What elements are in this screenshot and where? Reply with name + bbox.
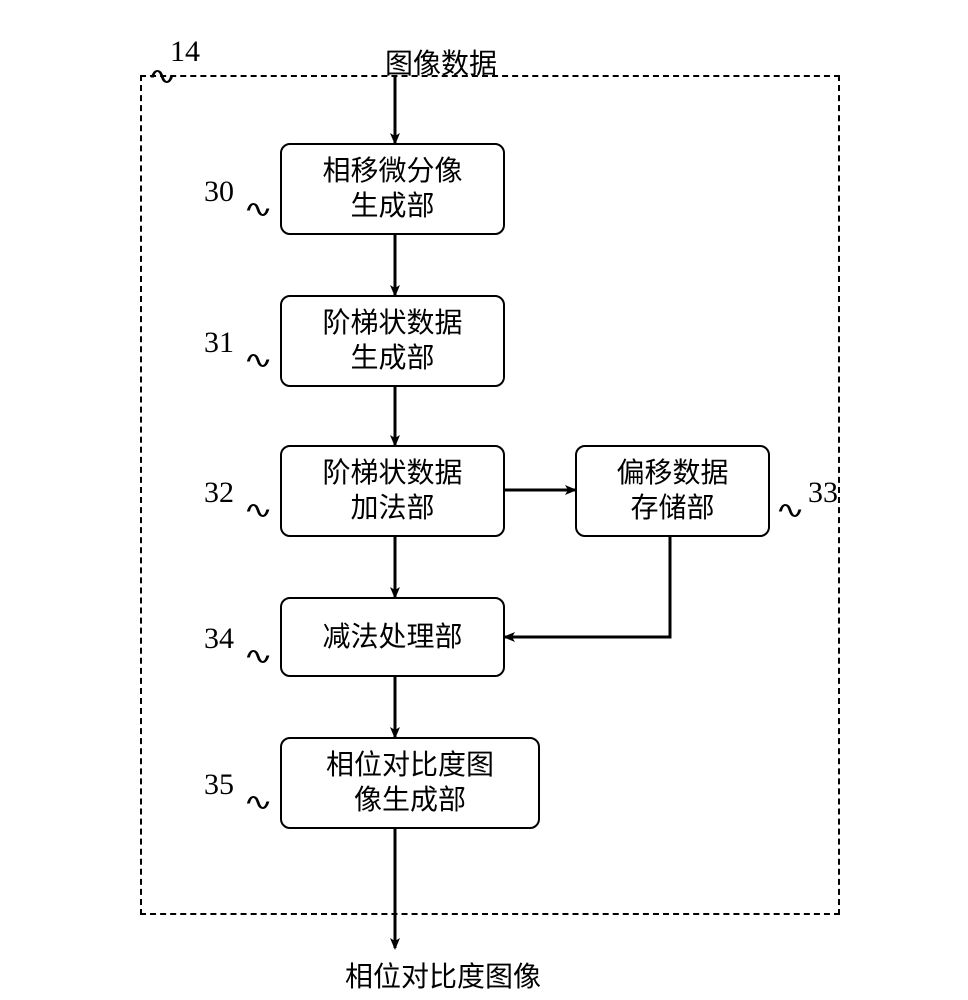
ref-label-32: 32: [204, 476, 234, 510]
tilde-connector: ∿: [243, 496, 273, 525]
block-label: 相位对比度图像生成部: [326, 748, 494, 818]
ref-label-33: 33: [808, 476, 838, 510]
tilde-connector: ∿: [243, 642, 273, 671]
tilde-connector: ∿: [775, 496, 805, 525]
tilde-connector: ∿: [147, 62, 177, 91]
tilde-connector: ∿: [243, 788, 273, 817]
ref-label-30: 30: [204, 175, 234, 209]
ref-label-34: 34: [204, 622, 234, 656]
output-label: 相位对比度图像: [345, 955, 541, 995]
block-label: 偏移数据存储部: [616, 456, 728, 526]
tilde-connector: ∿: [243, 346, 273, 375]
block-35-phase-contrast-image-gen: 相位对比度图像生成部: [280, 737, 540, 829]
block-30-phase-shift-diff-image-gen: 相移微分像生成部: [280, 143, 505, 235]
tilde-connector: ∿: [243, 195, 273, 224]
block-label: 阶梯状数据生成部: [322, 306, 462, 376]
ref-label-31: 31: [204, 326, 234, 360]
ref-label-35: 35: [204, 768, 234, 802]
block-label: 阶梯状数据加法部: [322, 456, 462, 526]
block-31-staircase-data-gen: 阶梯状数据生成部: [280, 295, 505, 387]
block-label: 减法处理部: [322, 620, 462, 655]
block-label: 相移微分像生成部: [322, 154, 462, 224]
diagram-canvas: 图像数据 相位对比度图像 14 30 31 32 33 34 35 ∿ ∿ ∿ …: [0, 0, 968, 1000]
block-32-staircase-data-add: 阶梯状数据加法部: [280, 445, 505, 537]
block-34-subtraction-processing: 减法处理部: [280, 597, 505, 677]
block-33-offset-data-storage: 偏移数据存储部: [575, 445, 770, 537]
